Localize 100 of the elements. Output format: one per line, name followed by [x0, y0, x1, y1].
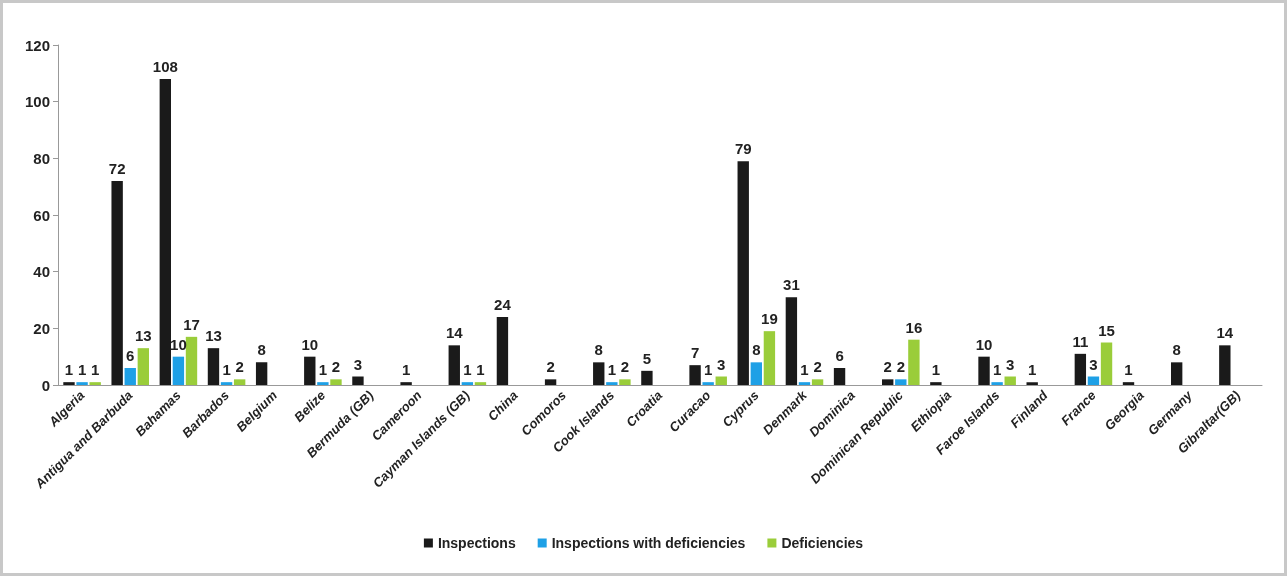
bar — [1087, 376, 1100, 385]
data-label: 1 — [931, 361, 941, 379]
data-label: 1 — [800, 361, 809, 379]
data-label: 2 — [546, 358, 555, 376]
data-label: 5 — [642, 349, 652, 367]
data-label: 2 — [896, 358, 905, 376]
bar — [76, 382, 88, 385]
bar — [930, 382, 942, 385]
bar — [702, 382, 714, 385]
data-label: 13 — [134, 327, 152, 345]
bar — [641, 370, 653, 385]
bar — [63, 382, 75, 385]
data-label: 3 — [1006, 355, 1015, 373]
bar — [207, 348, 220, 385]
bar — [330, 379, 342, 385]
data-label: 8 — [257, 341, 266, 359]
bar — [304, 356, 316, 385]
bar — [978, 356, 990, 385]
data-label: 14 — [445, 324, 464, 342]
y-tick-label: 40 — [33, 263, 50, 281]
data-label: 6 — [126, 347, 135, 364]
data-label: 3 — [353, 355, 363, 373]
data-label: 8 — [1172, 341, 1181, 359]
data-label: 1 — [91, 361, 100, 379]
data-label: 10 — [301, 335, 319, 353]
bar — [1219, 345, 1231, 385]
data-label: 24 — [494, 296, 512, 313]
bar — [882, 379, 894, 385]
bar — [448, 345, 460, 385]
data-label: 1 — [64, 361, 74, 379]
bar — [606, 382, 618, 385]
bar — [991, 382, 1003, 385]
bar — [400, 382, 412, 385]
bar — [1074, 353, 1087, 385]
bar — [715, 376, 727, 385]
data-label: 1 — [476, 361, 485, 379]
bar — [895, 379, 907, 385]
bar — [461, 382, 474, 385]
data-label: 1 — [401, 361, 411, 379]
data-label: 79 — [734, 140, 752, 158]
bar — [137, 348, 150, 385]
bar — [750, 362, 763, 385]
data-label: 1 — [1028, 361, 1037, 379]
bar — [1026, 382, 1038, 385]
y-tick-label: 0 — [41, 376, 50, 394]
data-label: 2 — [813, 358, 822, 376]
data-label: 1 — [77, 361, 87, 379]
data-label: 13 — [205, 327, 222, 345]
data-label: 17 — [183, 315, 200, 333]
bar — [255, 362, 268, 385]
bar — [785, 297, 798, 385]
data-label: 8 — [594, 341, 603, 359]
data-label: 15 — [1098, 321, 1115, 339]
bar — [798, 382, 811, 385]
data-label: 10 — [975, 335, 993, 353]
data-label: 3 — [717, 355, 726, 373]
bar — [1100, 342, 1113, 385]
bar — [124, 368, 136, 385]
bar — [89, 382, 101, 385]
bar — [317, 382, 329, 385]
bar — [619, 379, 631, 385]
data-label: 1 — [992, 361, 1002, 379]
bar — [1122, 382, 1135, 385]
y-tick-label: 120 — [24, 36, 50, 54]
data-label: 3 — [1089, 355, 1098, 373]
data-label: 1 — [1124, 361, 1133, 379]
bar — [474, 382, 487, 385]
data-label: 7 — [690, 344, 700, 362]
y-tick-label: 20 — [33, 319, 50, 337]
data-label: 2 — [620, 358, 630, 376]
legend-label: Inspections with deficiencies — [551, 535, 746, 551]
bar — [352, 376, 364, 385]
legend-label: Deficiencies — [781, 535, 864, 551]
data-label: 1 — [607, 361, 617, 379]
legend-label: Inspections — [437, 535, 516, 551]
data-label: 19 — [761, 310, 778, 328]
bar — [833, 368, 846, 385]
bar — [737, 161, 749, 385]
data-label: 2 — [235, 358, 244, 376]
y-tick-label: 60 — [33, 206, 50, 224]
data-label: 1 — [703, 361, 713, 379]
bar — [763, 331, 776, 385]
bar — [544, 379, 557, 385]
bar — [233, 379, 246, 385]
bar — [593, 362, 605, 385]
data-label: 6 — [835, 347, 844, 364]
bar — [689, 365, 701, 385]
bar — [496, 317, 509, 385]
bar — [185, 336, 198, 385]
data-label: 1 — [222, 361, 231, 379]
data-label: 108 — [152, 58, 178, 75]
y-tick-label: 100 — [24, 93, 50, 111]
y-tick-label: 80 — [33, 149, 50, 167]
data-label: 1 — [463, 361, 472, 379]
bar — [1170, 362, 1183, 385]
bar — [811, 379, 824, 385]
data-label: 16 — [905, 318, 923, 336]
bar — [159, 79, 171, 385]
bar — [1004, 376, 1016, 385]
bar — [908, 339, 920, 385]
